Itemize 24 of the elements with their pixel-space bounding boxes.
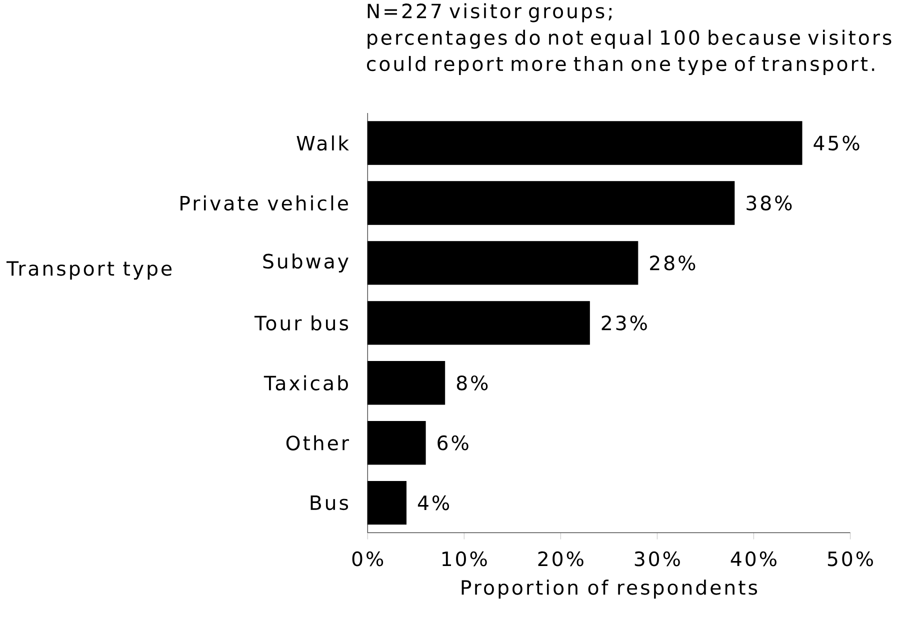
text: N=227 visitor groups; xyxy=(368,3,612,22)
x-tick-label: 20% xyxy=(538,551,584,566)
y-tick-label: Bus xyxy=(310,495,348,510)
data-label: 45% xyxy=(814,136,860,150)
x-axis-title: Proportion of respondents xyxy=(462,580,758,599)
data-label: 8% xyxy=(456,375,488,390)
text: percentages do not equal 100 because visitors could report more than one type of transport. xyxy=(367,30,892,75)
y-tick-label: Private vehicle xyxy=(180,195,348,211)
y-tick-label: Subway xyxy=(263,253,348,272)
y-tick-label: Taxicab xyxy=(264,375,348,390)
data-label: 23% xyxy=(602,315,647,330)
y-tick-label: Tour bus xyxy=(254,315,348,330)
x-tick-label: 40% xyxy=(730,551,776,566)
x-tick-label: 10% xyxy=(442,551,487,566)
x-tick-label: 30% xyxy=(634,551,680,566)
x-tick-label: 0% xyxy=(352,551,384,566)
data-label: 6% xyxy=(438,435,468,450)
data-label: 38% xyxy=(746,195,792,210)
y-tick-label: Walk xyxy=(296,135,349,151)
data-label: 28% xyxy=(650,255,696,270)
data-label: 4% xyxy=(418,495,450,510)
y-tick-label: Other xyxy=(286,435,349,450)
y-axis-title: Transport type xyxy=(6,261,172,280)
x-tick-label: 50% xyxy=(828,551,873,566)
